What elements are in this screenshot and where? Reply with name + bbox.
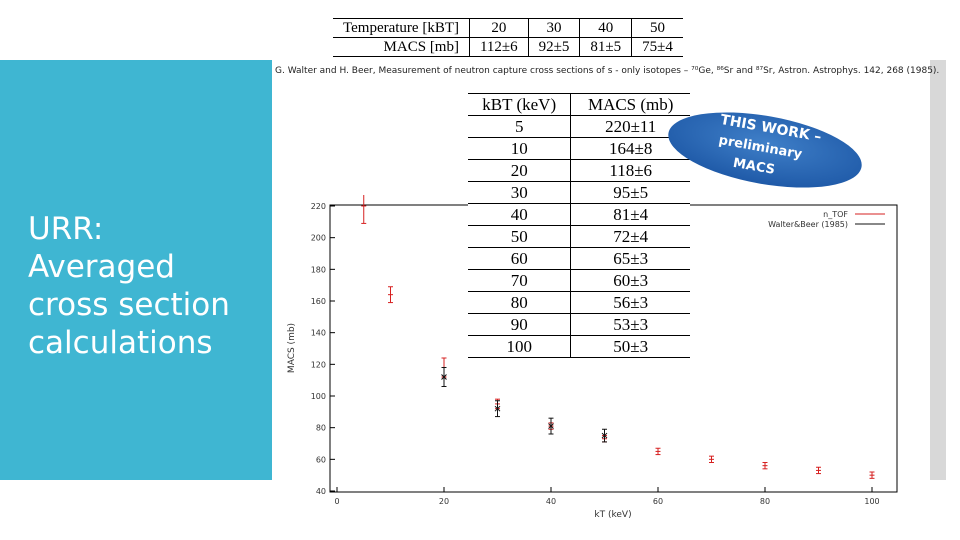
table-row: 80 56±3 (468, 291, 690, 314)
table-cell: 80 (468, 291, 571, 314)
point-marker (494, 405, 501, 412)
table-row: 20 118±6 (468, 159, 690, 182)
y-tick-label: 220 (311, 202, 326, 211)
y-tick-label: 120 (311, 360, 326, 369)
y-tick-label: 180 (311, 265, 326, 274)
table-cell: 40 (579, 18, 632, 38)
chart: 40 60 80 100 120 140 160 180 200 220 0 20 40 60 80 100 k… (287, 195, 898, 520)
error-bar (601, 428, 608, 443)
table-cell: 92±5 (527, 37, 580, 57)
x-tick-label: 40 (546, 497, 556, 506)
y-tick-label: 200 (311, 234, 326, 243)
table-cell: 20 (468, 18, 529, 38)
table-row: 100 50±3 (468, 335, 690, 358)
table-cell: 81±5 (579, 37, 632, 57)
x-tick-label: 0 (334, 497, 339, 506)
legend-label: n_TOF (823, 210, 848, 219)
table-cell: 30 (527, 18, 580, 38)
table-row: 40 81±4 (468, 203, 690, 226)
error-bar (494, 400, 501, 418)
side-strip (930, 60, 946, 480)
table-cell: 50 (468, 225, 571, 248)
table-row: 5 220±11 (468, 115, 690, 138)
badge: THIS WORK – preliminary MACS (668, 112, 862, 188)
legend-label: Walter&Beer (1985) (768, 220, 848, 229)
reference: G. Walter and H. Beer, Measurement of ne… (275, 66, 940, 76)
table-cell: 75±4 (631, 37, 683, 57)
slide-title: URR: Averaged cross section calculations (28, 211, 230, 361)
y-tick-label: 160 (311, 297, 326, 306)
error-bar (655, 447, 661, 456)
table-cell: 56±3 (570, 291, 690, 314)
y-tick-label: 40 (316, 487, 326, 496)
table-cell: 60 (468, 247, 571, 270)
table-cell: 20 (468, 159, 571, 182)
point-marker (441, 374, 447, 380)
table-cell: 30 (468, 181, 571, 204)
main-table: kBT (keV) MACS (mb) 5 220±11 10 164±8 20 118±6 3… (468, 93, 690, 358)
table-cell: 112±6 (468, 37, 529, 57)
table-cell: 60±3 (570, 269, 690, 292)
table-row: 10 164±8 (468, 137, 690, 160)
table-cell: 164±8 (570, 137, 690, 160)
error-bar (762, 462, 768, 470)
x-tick-label: 80 (760, 497, 770, 506)
error-bar (441, 367, 447, 387)
table-row: 70 60±3 (468, 269, 690, 292)
error-bar (709, 455, 714, 463)
x-tick-label: 60 (653, 497, 663, 506)
table-row: Temperature [kBT] 20 30 40 50 (333, 18, 683, 38)
y-axis-label: MACS (mb) (287, 323, 297, 373)
table-cell: 118±6 (570, 159, 690, 182)
side-panel (0, 60, 272, 480)
table-cell: 5 (468, 115, 571, 138)
table-cell: 50 (631, 18, 683, 38)
error-bar (361, 195, 367, 224)
table-cell: 40 (468, 203, 571, 226)
x-tick-label: 20 (439, 497, 449, 506)
table-row: 60 65±3 (468, 247, 690, 270)
table-cell: Temperature [kBT] (333, 18, 470, 38)
point-marker (601, 432, 608, 439)
table-cell: MACS [mb] (383, 39, 459, 55)
y-tick-label: 80 (316, 424, 326, 433)
error-bar (816, 466, 821, 475)
y-tick-label: 100 (311, 392, 326, 401)
table-row: 50 72±4 (468, 225, 690, 248)
table-cell: 100 (468, 335, 571, 358)
table-cell: 72±4 (570, 225, 690, 248)
table-cell: 220±11 (570, 115, 690, 138)
y-tick-label: 140 (311, 329, 326, 338)
x-tick-label: 100 (864, 497, 879, 506)
table-cell: 90 (468, 313, 571, 336)
table-row: 30 95±5 (468, 181, 690, 204)
table-header: MACS (mb) (570, 93, 690, 116)
table-cell: 53±3 (570, 313, 690, 336)
error-bar (869, 471, 875, 479)
table-cell: 50±3 (570, 335, 690, 358)
table-cell: 81±4 (570, 203, 690, 226)
badge-ellipse (668, 112, 862, 188)
table-row: 90 53±3 (468, 313, 690, 336)
table-cell: 70 (468, 269, 571, 292)
x-axis-label: kT (keV) (594, 510, 631, 520)
point-marker (548, 423, 554, 429)
top-table: Temperature [kBT] 20 30 40 50 MACS [mb] 112±6 9… (333, 18, 683, 57)
table-header: kBT (keV) (468, 93, 571, 116)
error-bar (548, 417, 554, 435)
y-tick-label: 60 (316, 455, 326, 464)
table-cell: 65±3 (570, 247, 690, 270)
table-row: MACS [mb] 112±6 92±5 81±5 75±4 (333, 37, 683, 57)
badge-text: MACS (732, 156, 776, 178)
table-cell: 10 (468, 137, 571, 160)
table-cell: 95±5 (570, 181, 690, 204)
error-bar (388, 286, 393, 304)
